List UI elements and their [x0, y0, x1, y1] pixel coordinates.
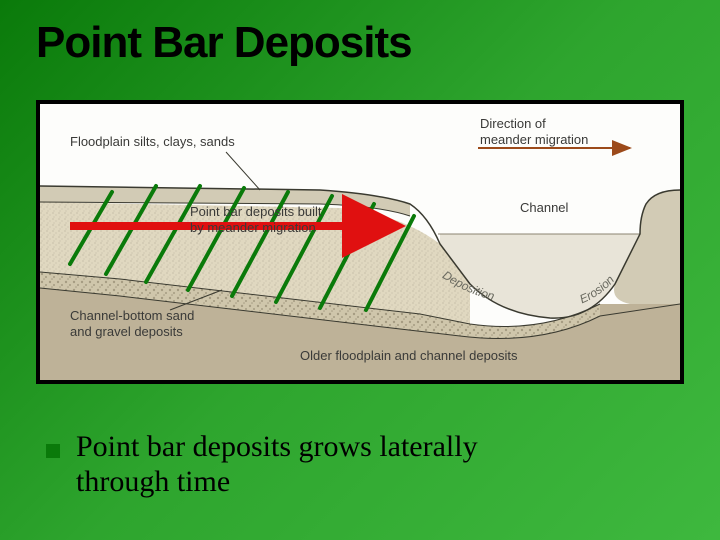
label-direction-1: Direction of	[480, 116, 546, 131]
bullet-icon	[46, 444, 60, 458]
caption-text: Point bar deposits grows laterally throu…	[76, 430, 636, 499]
label-pointbar-2: by meander migration	[190, 220, 316, 235]
label-direction-2: meander migration	[480, 132, 588, 147]
label-older: Older floodplain and channel deposits	[300, 348, 518, 363]
label-channel-bottom-2: and gravel deposits	[70, 324, 183, 339]
caption-line-2: through time	[76, 465, 230, 498]
label-pointbar-1: Point bar deposits built	[190, 204, 322, 219]
cross-section-diagram: Floodplain silts, clays, sands Direction…	[40, 104, 680, 380]
label-channel-bottom-1: Channel-bottom sand	[70, 308, 194, 323]
caption-line-1: Point bar deposits grows laterally	[76, 430, 478, 463]
diagram-panel: Floodplain silts, clays, sands Direction…	[36, 100, 684, 384]
slide-title: Point Bar Deposits	[36, 18, 412, 68]
label-channel: Channel	[520, 200, 569, 215]
floodplain-leader	[226, 152, 260, 190]
label-floodplain: Floodplain silts, clays, sands	[70, 134, 235, 149]
